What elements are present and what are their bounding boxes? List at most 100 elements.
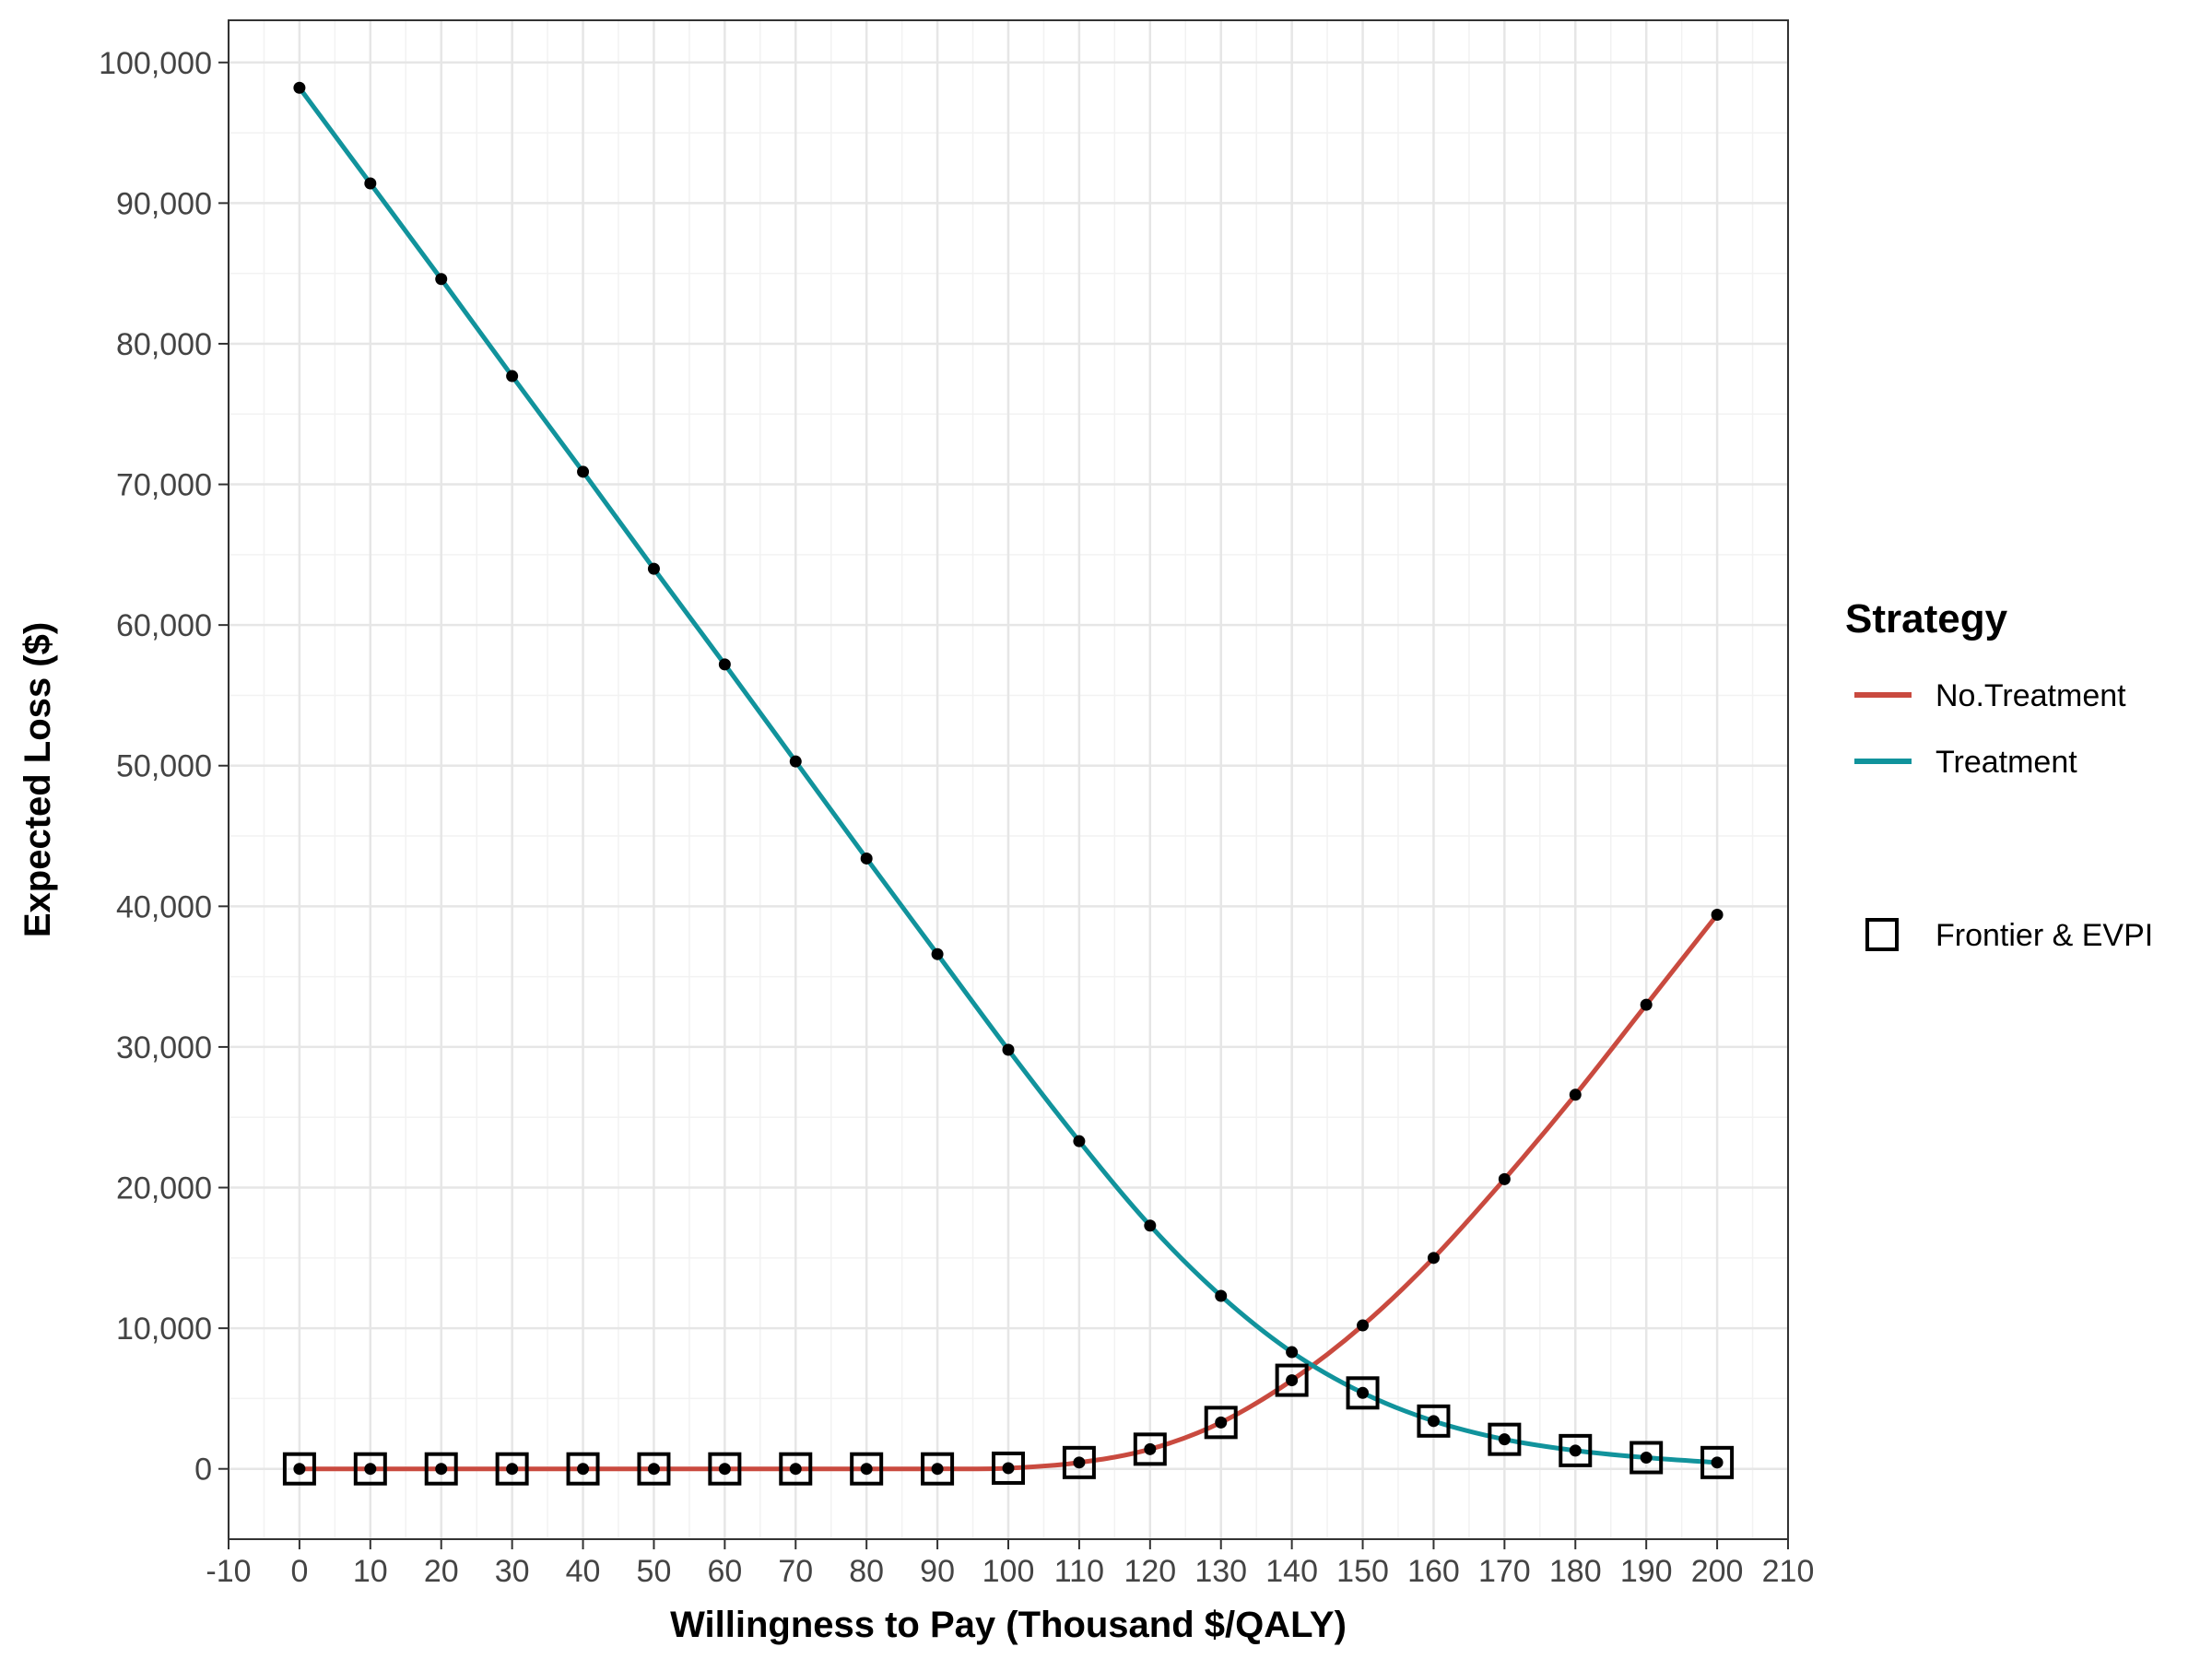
frontier-square xyxy=(637,1452,671,1486)
legend-label-no-treatment: No.Treatment xyxy=(1936,678,2126,713)
point-no-treatment xyxy=(647,1463,660,1476)
point-treatment xyxy=(1498,1433,1511,1446)
series-points xyxy=(293,81,1724,1476)
frontier-square xyxy=(1559,1433,1593,1467)
point-treatment xyxy=(789,755,802,768)
x-tick-label: 130 xyxy=(1194,1554,1247,1589)
y-tick-label: 100,000 xyxy=(99,46,212,81)
x-tick-label: 190 xyxy=(1620,1554,1673,1589)
legend-key-frontier-square xyxy=(1865,918,1899,951)
point-treatment xyxy=(1286,1346,1299,1359)
y-axis-title: Expected Loss ($) xyxy=(18,622,58,937)
x-axis-title: Willingness to Pay (Thousand $/QALY) xyxy=(670,1605,1347,1645)
point-no-treatment xyxy=(506,1463,519,1476)
frontier-square xyxy=(495,1452,529,1486)
point-no-treatment xyxy=(1002,1462,1015,1475)
x-tick-label: 110 xyxy=(1054,1554,1104,1589)
point-no-treatment xyxy=(577,1463,590,1476)
legend-label-treatment: Treatment xyxy=(1936,745,2077,780)
y-tick-label: 50,000 xyxy=(116,749,212,784)
x-tick-label: 140 xyxy=(1265,1554,1318,1589)
grid-major xyxy=(227,20,1790,1539)
point-treatment xyxy=(1640,1451,1653,1464)
frontier-square xyxy=(1204,1406,1238,1440)
x-tick-label: 150 xyxy=(1336,1554,1389,1589)
y-axis-tick-labels: 0 10,000 20,000 30,000 40,000 50,000 60,000 70,… xyxy=(99,46,212,1488)
point-treatment xyxy=(364,177,377,190)
frontier-square xyxy=(1417,1404,1451,1438)
point-no-treatment xyxy=(931,1463,944,1476)
frontier-square xyxy=(992,1451,1025,1485)
x-tick-label: 40 xyxy=(566,1554,601,1589)
x-tick-label: 30 xyxy=(495,1554,530,1589)
point-no-treatment xyxy=(1569,1088,1582,1101)
x-axis-tick-labels: -10 0 10 20 30 40 50 60 70 80 90 100 110 120 130 140 150… xyxy=(206,1554,1814,1589)
legend-label-frontier: Frontier & EVPI xyxy=(1936,918,2153,953)
frontier-square xyxy=(282,1452,316,1486)
y-tick-label: 70,000 xyxy=(116,468,212,503)
point-no-treatment xyxy=(1144,1442,1157,1455)
point-no-treatment xyxy=(293,1463,306,1476)
frontier-square xyxy=(1630,1441,1664,1475)
point-no-treatment xyxy=(364,1463,377,1476)
point-treatment xyxy=(1215,1289,1228,1302)
frontier-square xyxy=(566,1452,600,1486)
frontier-markers xyxy=(282,1363,1735,1486)
frontier-square xyxy=(1700,1445,1735,1479)
frontier-square xyxy=(424,1452,458,1486)
point-treatment xyxy=(718,658,731,671)
x-tick-label: 160 xyxy=(1407,1554,1460,1589)
frontier-square xyxy=(1133,1432,1167,1466)
legend: Strategy No.Treatment Treatment Frontier… xyxy=(1845,596,2153,953)
y-tick-label: 40,000 xyxy=(116,889,212,924)
x-axis-ticks xyxy=(228,1539,1789,1549)
x-tick-label: 50 xyxy=(637,1554,672,1589)
y-tick-label: 20,000 xyxy=(116,1171,212,1206)
point-treatment xyxy=(1002,1043,1015,1056)
point-no-treatment xyxy=(1357,1319,1370,1332)
y-tick-label: 0 xyxy=(194,1453,212,1488)
frontier-square xyxy=(1275,1363,1309,1397)
point-treatment xyxy=(435,273,448,286)
frontier-square xyxy=(1062,1445,1096,1479)
frontier-square xyxy=(850,1452,884,1486)
point-treatment xyxy=(1144,1219,1157,1232)
point-treatment xyxy=(293,81,306,94)
point-treatment xyxy=(1711,1456,1724,1469)
x-tick-label: -10 xyxy=(206,1554,251,1589)
x-tick-label: 180 xyxy=(1549,1554,1602,1589)
x-tick-label: 60 xyxy=(707,1554,742,1589)
point-no-treatment xyxy=(789,1463,802,1476)
point-no-treatment xyxy=(1286,1374,1299,1387)
point-treatment xyxy=(577,465,590,478)
frontier-square xyxy=(1488,1422,1522,1456)
x-tick-label: 100 xyxy=(982,1554,1035,1589)
point-no-treatment xyxy=(1640,998,1653,1011)
x-tick-label: 0 xyxy=(290,1554,308,1589)
x-tick-label: 80 xyxy=(849,1554,884,1589)
x-tick-label: 20 xyxy=(424,1554,459,1589)
point-treatment xyxy=(931,947,944,960)
y-axis-ticks xyxy=(218,61,229,1470)
point-no-treatment xyxy=(718,1463,731,1476)
x-tick-label: 200 xyxy=(1691,1554,1744,1589)
point-treatment xyxy=(506,370,519,382)
point-no-treatment xyxy=(435,1463,448,1476)
x-tick-label: 90 xyxy=(920,1554,955,1589)
point-no-treatment xyxy=(1498,1172,1511,1185)
frontier-square xyxy=(708,1452,742,1486)
x-tick-label: 170 xyxy=(1478,1554,1531,1589)
frontier-square xyxy=(1346,1376,1380,1410)
y-tick-label: 90,000 xyxy=(116,186,212,221)
x-tick-label: 10 xyxy=(353,1554,388,1589)
y-tick-label: 60,000 xyxy=(116,608,212,643)
y-tick-label: 10,000 xyxy=(116,1312,212,1347)
frontier-square xyxy=(921,1452,955,1486)
x-tick-label: 210 xyxy=(1762,1554,1815,1589)
x-tick-label: 120 xyxy=(1124,1554,1176,1589)
y-tick-label: 80,000 xyxy=(116,327,212,362)
point-treatment xyxy=(1073,1135,1086,1147)
point-no-treatment xyxy=(1711,908,1724,921)
